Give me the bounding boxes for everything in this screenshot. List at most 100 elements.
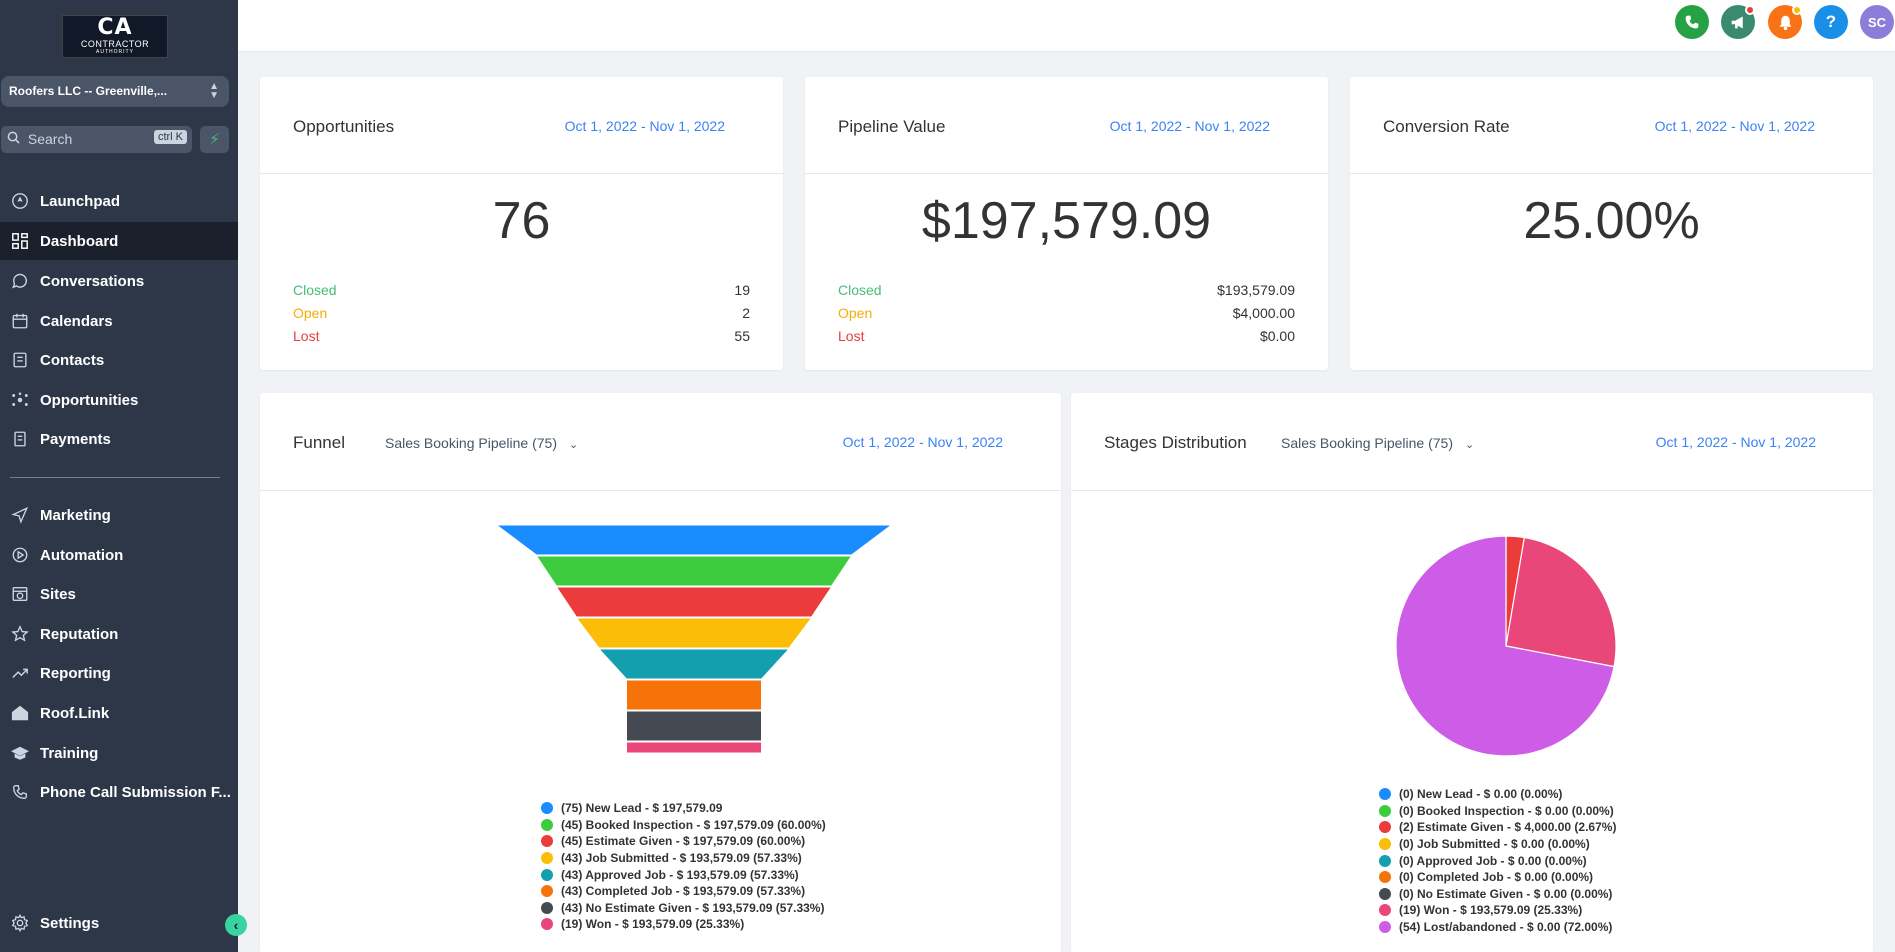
account-switcher[interactable]: Roofers LLC -- Greenville,... ▲ ▼ — [1, 76, 229, 107]
legend-item[interactable]: (2) Estimate Given - $ 4,000.00 (2.67%) — [1379, 819, 1616, 836]
funnel-segment[interactable] — [557, 587, 832, 617]
sidebar-item-label: Sites — [40, 586, 76, 603]
legend-swatch — [541, 819, 553, 831]
legend-item[interactable]: (43) Completed Job - $ 193,579.09 (57.33… — [541, 883, 826, 900]
sidebar-item-settings[interactable]: Settings — [0, 904, 238, 942]
funnel-segment[interactable] — [599, 649, 789, 679]
announcements-button[interactable] — [1721, 5, 1755, 39]
sidebar-item-label: Opportunities — [40, 392, 138, 409]
legend-item[interactable]: (45) Booked Inspection - $ 197,579.09 (6… — [541, 817, 826, 834]
legend-label: (0) Booked Inspection - $ 0.00 (0.00%) — [1399, 804, 1614, 818]
play-circle-icon — [10, 545, 30, 565]
legend-item[interactable]: (54) Lost/abandoned - $ 0.00 (72.00%) — [1379, 919, 1616, 936]
user-avatar[interactable]: SC — [1860, 5, 1894, 39]
legend-label: (45) Estimate Given - $ 197,579.09 (60.0… — [561, 834, 805, 848]
dashboard-grid-icon — [10, 231, 30, 251]
sidebar-item-automation[interactable]: Automation — [0, 536, 238, 574]
chat-bubble-icon — [10, 271, 30, 291]
sidebar-item-label: Phone Call Submission F... — [40, 784, 231, 801]
sidebar-item-launchpad[interactable]: Launchpad — [0, 182, 238, 220]
card-header: Pipeline Value Oct 1, 2022 - Nov 1, 2022 — [805, 77, 1328, 174]
legend-item[interactable]: (0) Booked Inspection - $ 0.00 (0.00%) — [1379, 803, 1616, 820]
phone-button[interactable] — [1675, 5, 1709, 39]
legend-item[interactable]: (0) Approved Job - $ 0.00 (0.00%) — [1379, 852, 1616, 869]
megaphone-icon — [1730, 14, 1747, 31]
funnel-segment[interactable] — [497, 525, 892, 555]
legend-item[interactable]: (75) New Lead - $ 197,579.09 — [541, 800, 826, 817]
funnel-segment[interactable] — [627, 680, 762, 710]
sidebar-item-payments[interactable]: Payments — [0, 420, 238, 458]
sidebar-item-sites[interactable]: Sites — [0, 575, 238, 613]
stat-row-lost: Lost $0.00 — [838, 328, 1295, 348]
gear-icon — [10, 913, 30, 933]
help-button[interactable]: ? — [1814, 5, 1848, 39]
funnel-card: Funnel Sales Booking Pipeline (75) ⌄ Oct … — [260, 393, 1061, 952]
legend-swatch — [541, 852, 553, 864]
notification-dot — [1745, 5, 1755, 15]
sidebar-item-label: Reputation — [40, 626, 118, 643]
date-range-link[interactable]: Oct 1, 2022 - Nov 1, 2022 — [565, 118, 725, 134]
opportunities-total: 76 — [260, 191, 783, 251]
sidebar-item-label: Reporting — [40, 665, 111, 682]
legend-item[interactable]: (0) Completed Job - $ 0.00 (0.00%) — [1379, 869, 1616, 886]
sidebar: CA CONTRACTOR AUTHORITY Roofers LLC -- G… — [0, 0, 238, 952]
sidebar-item-phone-call-submission[interactable]: Phone Call Submission F... — [0, 773, 238, 811]
sidebar-item-opportunities[interactable]: Opportunities — [0, 381, 238, 419]
legend-label: (0) Job Submitted - $ 0.00 (0.00%) — [1399, 837, 1590, 851]
funnel-segment[interactable] — [627, 711, 762, 741]
stages-legend: (0) New Lead - $ 0.00 (0.00%) (0) Booked … — [1379, 786, 1616, 935]
legend-label: (43) Job Submitted - $ 193,579.09 (57.33… — [561, 851, 802, 865]
legend-item[interactable]: (43) Approved Job - $ 193,579.09 (57.33%… — [541, 866, 826, 883]
sidebar-item-conversations[interactable]: Conversations — [0, 262, 238, 300]
sidebar-item-label: Roof.Link — [40, 705, 109, 722]
legend-item[interactable]: (43) Job Submitted - $ 193,579.09 (57.33… — [541, 850, 826, 867]
sidebar-item-label: Marketing — [40, 507, 111, 524]
sidebar-item-contacts[interactable]: Contacts — [0, 341, 238, 379]
funnel-segment[interactable] — [537, 556, 852, 586]
search-shortcut: ctrl K — [154, 130, 187, 144]
notification-dot — [1792, 5, 1802, 15]
conversion-rate-value: 25.00% — [1350, 191, 1873, 251]
sidebar-collapse-button[interactable]: ‹ — [225, 914, 247, 936]
search-input[interactable]: Search ctrl K — [1, 126, 192, 153]
legend-item[interactable]: (43) No Estimate Given - $ 193,579.09 (5… — [541, 900, 826, 917]
legend-item[interactable]: (19) Won - $ 193,579.09 (25.33%) — [1379, 902, 1616, 919]
legend-swatch — [541, 918, 553, 930]
quick-action-bolt-icon[interactable]: ⚡ — [200, 126, 229, 153]
sidebar-item-dashboard[interactable]: Dashboard — [0, 222, 238, 260]
sidebar-item-reputation[interactable]: Reputation — [0, 615, 238, 653]
opportunities-card: Opportunities Oct 1, 2022 - Nov 1, 2022 … — [260, 77, 783, 370]
address-book-icon — [10, 350, 30, 370]
legend-item[interactable]: (0) New Lead - $ 0.00 (0.00%) — [1379, 786, 1616, 803]
stat-value: 55 — [734, 328, 750, 344]
star-icon — [10, 624, 30, 644]
notifications-button[interactable] — [1768, 5, 1802, 39]
stat-label: Lost — [838, 328, 864, 344]
legend-item[interactable]: (19) Won - $ 193,579.09 (25.33%) — [541, 916, 826, 933]
legend-item[interactable]: (0) No Estimate Given - $ 0.00 (0.00%) — [1379, 886, 1616, 903]
legend-label: (2) Estimate Given - $ 4,000.00 (2.67%) — [1399, 820, 1616, 834]
graduation-cap-icon — [10, 743, 30, 763]
stat-row-lost: Lost 55 — [293, 328, 750, 348]
sidebar-item-marketing[interactable]: Marketing — [0, 496, 238, 534]
sidebar-item-calendars[interactable]: Calendars — [0, 302, 238, 340]
date-range-link[interactable]: Oct 1, 2022 - Nov 1, 2022 — [1110, 118, 1270, 134]
legend-item[interactable]: (0) Job Submitted - $ 0.00 (0.00%) — [1379, 836, 1616, 853]
pie-slice[interactable] — [1506, 538, 1616, 667]
sidebar-item-training[interactable]: Training — [0, 734, 238, 772]
legend-label: (19) Won - $ 193,579.09 (25.33%) — [1399, 903, 1582, 917]
funnel-segment[interactable] — [627, 742, 762, 753]
avatar-initials: SC — [1868, 15, 1886, 30]
stat-label: Closed — [293, 282, 337, 298]
date-range-link[interactable]: Oct 1, 2022 - Nov 1, 2022 — [1655, 118, 1815, 134]
legend-swatch — [1379, 904, 1391, 916]
sidebar-item-rooflink[interactable]: Roof.Link — [0, 694, 238, 732]
stat-label: Closed — [838, 282, 882, 298]
funnel-segment[interactable] — [577, 618, 812, 648]
legend-item[interactable]: (45) Estimate Given - $ 197,579.09 (60.0… — [541, 833, 826, 850]
stat-row-closed: Closed 19 — [293, 282, 750, 302]
company-logo[interactable]: CA CONTRACTOR AUTHORITY — [62, 15, 168, 58]
card-title: Conversion Rate — [1383, 117, 1510, 137]
sidebar-item-reporting[interactable]: Reporting — [0, 654, 238, 692]
stat-row-open: Open 2 — [293, 305, 750, 325]
